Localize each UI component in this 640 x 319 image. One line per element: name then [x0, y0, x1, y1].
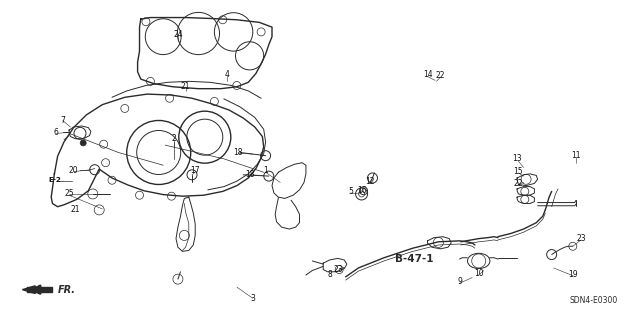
Circle shape: [90, 165, 100, 175]
Text: E-2: E-2: [48, 177, 61, 183]
Text: 8: 8: [328, 271, 333, 279]
Text: FR.: FR.: [58, 285, 76, 295]
Circle shape: [547, 249, 557, 260]
Text: 17: 17: [190, 166, 200, 175]
Text: 6: 6: [54, 128, 59, 137]
Circle shape: [179, 230, 189, 241]
Text: 23: 23: [576, 234, 586, 243]
Text: 10: 10: [474, 269, 484, 278]
Polygon shape: [27, 287, 52, 292]
Text: 22: 22: [436, 71, 445, 80]
Text: 20: 20: [68, 166, 79, 175]
Text: 13: 13: [512, 154, 522, 163]
Circle shape: [80, 140, 86, 146]
Text: 2: 2: [172, 134, 177, 143]
Text: 14: 14: [422, 70, 433, 79]
Text: 23: 23: [333, 265, 343, 274]
Text: SDN4-E0300: SDN4-E0300: [570, 296, 618, 305]
Text: 18: 18: [234, 148, 243, 157]
Text: 21: 21: [181, 82, 190, 91]
Text: 12: 12: [365, 177, 374, 186]
Text: 22: 22: [514, 179, 523, 188]
Text: 9: 9: [457, 277, 462, 286]
Circle shape: [356, 188, 367, 200]
Text: 25: 25: [64, 189, 74, 198]
Text: 24: 24: [173, 30, 183, 39]
Circle shape: [358, 191, 365, 197]
Circle shape: [367, 173, 378, 183]
Text: 19: 19: [568, 271, 579, 279]
Circle shape: [569, 242, 577, 250]
Text: 11: 11: [572, 151, 580, 160]
Text: 5: 5: [348, 187, 353, 196]
Circle shape: [187, 170, 197, 180]
Text: 1: 1: [263, 166, 268, 175]
Polygon shape: [22, 286, 35, 293]
Circle shape: [88, 189, 98, 199]
Circle shape: [335, 265, 343, 274]
Circle shape: [173, 274, 183, 284]
Text: 18: 18: [245, 170, 254, 179]
Circle shape: [264, 171, 274, 181]
Text: 7: 7: [60, 116, 65, 125]
Text: B-47-1: B-47-1: [396, 254, 434, 264]
Text: 16: 16: [356, 186, 367, 195]
Text: 4: 4: [225, 70, 230, 79]
Circle shape: [260, 151, 271, 161]
Text: 21: 21: [71, 205, 80, 214]
Text: 3: 3: [250, 294, 255, 303]
Circle shape: [94, 205, 104, 215]
Text: 15: 15: [513, 167, 524, 176]
